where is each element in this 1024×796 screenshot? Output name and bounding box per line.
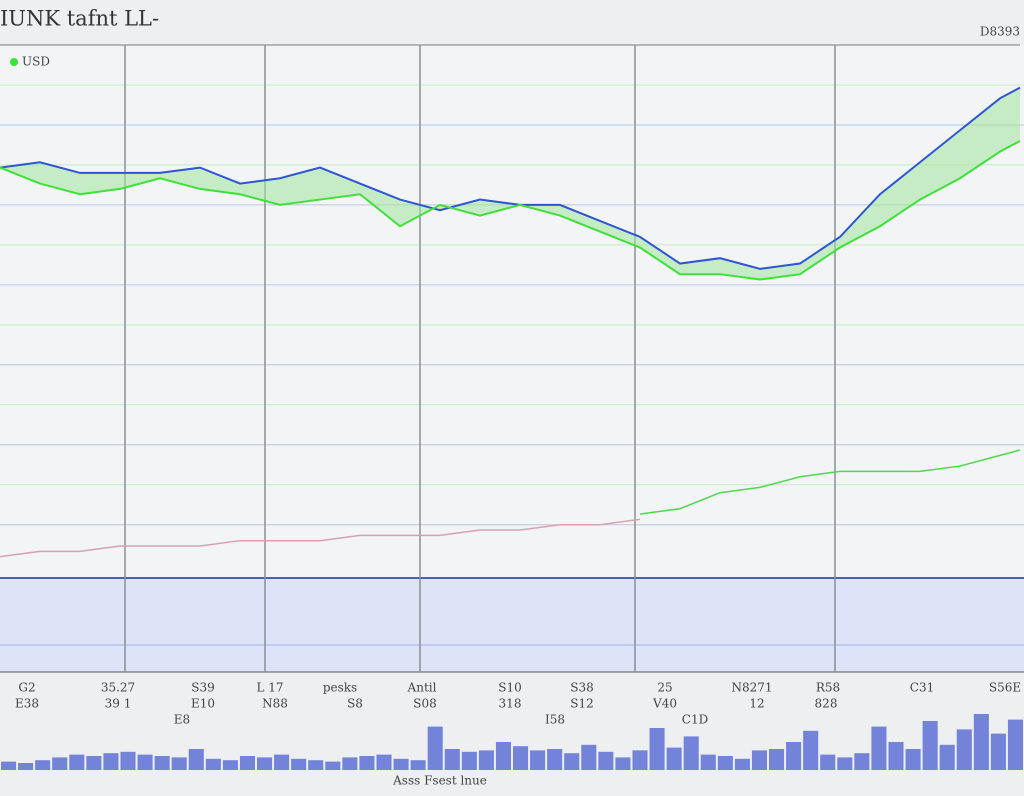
- volume-bar: [530, 750, 546, 770]
- volume-bar: [342, 757, 358, 770]
- volume-bar: [615, 757, 631, 770]
- volume-bar: [956, 729, 972, 770]
- x-tick-label: 35.27: [101, 681, 135, 695]
- series-line: [0, 518, 641, 558]
- lower-panel: [0, 578, 1024, 672]
- volume-bar: [427, 726, 443, 770]
- volume-bar: [939, 744, 955, 770]
- volume-bar: [154, 756, 170, 770]
- legend-label: USD: [22, 55, 50, 69]
- volume-bar: [649, 728, 665, 770]
- volume-bar: [359, 756, 375, 770]
- legend-swatch: [10, 58, 18, 66]
- x-tick-label: L 17: [256, 681, 283, 695]
- x-tick-label: 39 1: [105, 697, 132, 711]
- band-area: [0, 87, 1020, 280]
- volume-bar: [922, 721, 938, 770]
- x-tick-label: C31: [910, 681, 934, 695]
- volume-bar: [598, 751, 614, 770]
- corner-label: D8393: [980, 25, 1020, 39]
- volume-bar: [547, 749, 563, 770]
- volume-bar: [495, 742, 511, 770]
- x-tick-label: V40: [652, 697, 677, 711]
- x-tick-label: 12: [749, 697, 764, 711]
- volume-bar: [103, 753, 119, 770]
- x-tick-label: 318: [499, 697, 522, 711]
- volume-bar: [478, 750, 494, 770]
- volume-bar: [632, 750, 648, 770]
- chart-title: IUNK tafnt LL-: [0, 7, 159, 31]
- volume-bar: [308, 760, 324, 770]
- volume-bar: [803, 730, 819, 770]
- volume-bar: [700, 754, 716, 770]
- x-tick-label: 25: [657, 681, 672, 695]
- x-tick-label: S12: [570, 697, 594, 711]
- x-tick-label: S56E: [989, 681, 1021, 695]
- x-tick-label: S10: [498, 681, 522, 695]
- x-tick-label: Antil: [407, 681, 437, 695]
- x-tick-label: G2: [18, 681, 35, 695]
- series-line: [0, 140, 1021, 281]
- x-tick-label: E10: [191, 697, 215, 711]
- volume-bar: [376, 754, 392, 770]
- volume-bar: [905, 749, 921, 770]
- volume-bar: [820, 754, 836, 770]
- x-tick-label: N88: [262, 697, 288, 711]
- x-tick-label: I58: [545, 713, 565, 727]
- x-tick-label: R58: [816, 681, 840, 695]
- x-tick-label: E8: [174, 713, 190, 727]
- volume-bar: [410, 760, 426, 770]
- volume-bar: [871, 726, 887, 770]
- volume-bar: [257, 757, 273, 770]
- volume-bar: [188, 749, 204, 770]
- volume-bar: [444, 749, 460, 770]
- x-tick-label: N8271: [731, 681, 772, 695]
- volume-bar: [222, 760, 238, 770]
- volume-bar: [35, 760, 51, 770]
- volume-bar: [564, 753, 580, 770]
- x-tick-label: pesks: [323, 681, 357, 695]
- volume-bar: [274, 754, 290, 770]
- x-tick-label: S08: [413, 697, 437, 711]
- volume-bar: [1007, 719, 1023, 770]
- plot-background: [0, 45, 1024, 578]
- volume-bar: [769, 749, 785, 770]
- volume-bar: [581, 744, 597, 770]
- volume-bar: [751, 750, 767, 770]
- x-tick-label: 828: [815, 697, 838, 711]
- x-tick-label: S38: [570, 681, 594, 695]
- volume-bar: [973, 714, 989, 770]
- x-tick-label: S8: [347, 697, 363, 711]
- volume-bar: [205, 758, 221, 770]
- volume-bar: [86, 756, 102, 770]
- volume-bar: [1, 761, 17, 770]
- volume-bar: [461, 751, 477, 770]
- volume-bar: [120, 751, 136, 770]
- volume-bar: [837, 757, 853, 770]
- volume-bar: [239, 756, 255, 770]
- volume-bar: [666, 747, 682, 770]
- volume-bar: [325, 761, 341, 770]
- volume-bar: [888, 742, 904, 770]
- volume-bar: [854, 753, 870, 770]
- volume-bar: [69, 754, 85, 770]
- volume-bar: [717, 756, 733, 770]
- volume-bar: [786, 742, 802, 770]
- footer: Asss Fsest lnue: [392, 774, 487, 788]
- x-tick-label: E38: [15, 697, 39, 711]
- volume-bar: [393, 758, 409, 770]
- volume-bar: [18, 763, 34, 770]
- volume-bar: [171, 757, 187, 770]
- volume-bar: [734, 758, 750, 770]
- volume-bar: [291, 758, 307, 770]
- x-tick-label: S39: [191, 681, 215, 695]
- volume-bar: [52, 757, 68, 770]
- series-line: [639, 449, 1021, 515]
- x-tick-label: C1D: [682, 713, 708, 727]
- volume-bar: [513, 746, 529, 770]
- volume-bar: [683, 736, 699, 770]
- volume-bar: [990, 733, 1006, 770]
- volume-bar: [137, 754, 153, 770]
